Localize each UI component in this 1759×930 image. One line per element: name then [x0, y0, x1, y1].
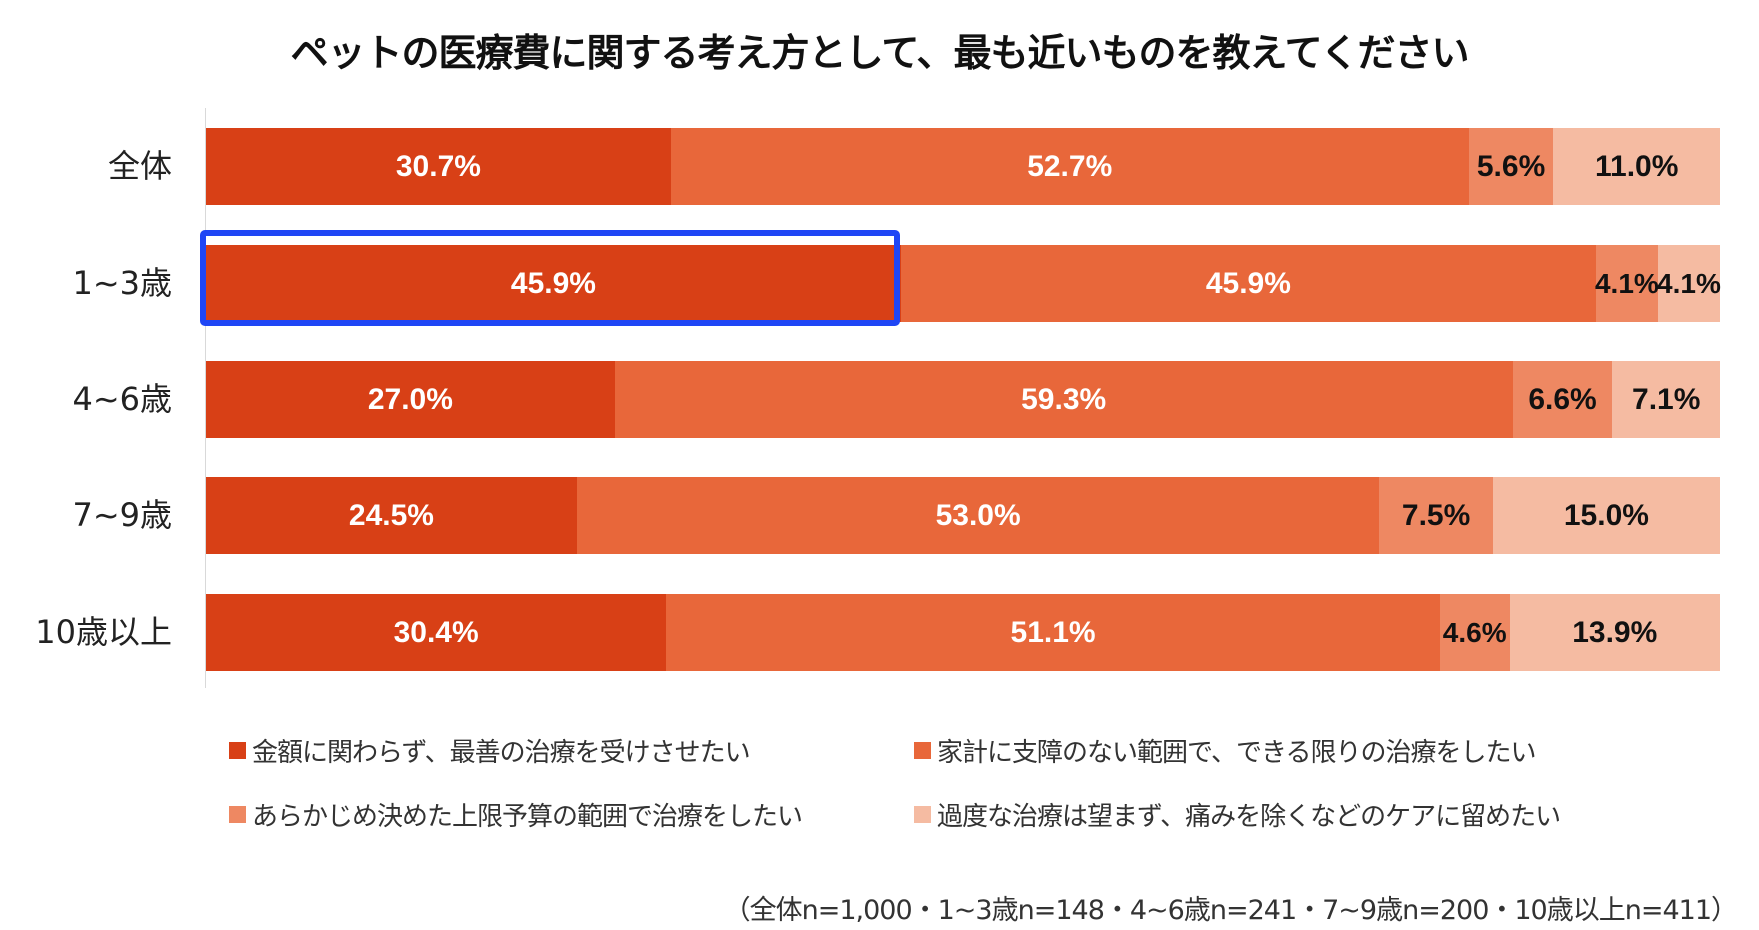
data-label: 30.7% [395, 149, 481, 183]
bar-segment: 4.1% [1594, 245, 1659, 322]
bar-segment: 53.0% [576, 477, 1380, 554]
data-label: 15.0% [1563, 498, 1649, 532]
category-label: 1~3歳 [72, 264, 172, 302]
data-label: 4.1% [1594, 267, 1659, 299]
bar-segment: 11.0% [1553, 128, 1720, 205]
highlight-box [200, 230, 900, 326]
legend-label: 過度な治療は望まず、痛みを除くなどのケアに留めたい [937, 802, 1561, 832]
bar-segment: 7.5% [1379, 477, 1493, 554]
bar-row: 30.7% 52.7% 5.6% 11.0% [206, 128, 1720, 205]
data-label: 7.1% [1632, 382, 1701, 416]
bar-segment: 51.1% [666, 594, 1440, 671]
category-label: 全体 [107, 147, 172, 185]
data-label: 5.6% [1476, 149, 1546, 183]
bar-row: 24.5% 53.0% 7.5% 15.0% [206, 477, 1720, 554]
legend-swatch [229, 806, 246, 823]
bar-row: 30.4% 51.1% 4.6% 13.9% [206, 594, 1720, 671]
data-label: 52.7% [1027, 149, 1113, 183]
category-axis-line [205, 108, 206, 688]
bar-segment: 27.0% [206, 361, 615, 438]
bar-segment: 52.7% [670, 128, 1469, 205]
bar-segment: 15.0% [1492, 477, 1720, 554]
data-label: 7.5% [1401, 498, 1471, 532]
bar-segment: 45.9% [900, 245, 1596, 322]
legend-label: あらかじめ決めた上限予算の範囲で治療をしたい [252, 802, 803, 832]
data-label: 13.9% [1572, 615, 1658, 649]
data-label: 51.1% [1010, 615, 1096, 649]
bar-row: 45.9% 45.9% 4.1% 4.1% [206, 245, 1721, 322]
bar-segment: 30.4% [206, 594, 667, 671]
bar-segment: 45.9% [206, 245, 901, 322]
bar-segment: 5.6% [1468, 128, 1554, 205]
data-label: 24.5% [348, 498, 434, 532]
legend-item: 金額に関わらず、最善の治療を受けさせたい [229, 732, 751, 769]
legend-label: 金額に関わらず、最善の治療を受けさせたい [252, 738, 751, 768]
legend-swatch [914, 742, 931, 759]
data-label: 11.0% [1595, 149, 1679, 183]
legend-item: 過度な治療は望まず、痛みを除くなどのケアに留めたい [914, 796, 1561, 833]
bar-row: 27.0% 59.3% 6.6% 7.1% [206, 361, 1720, 438]
sample-size-footnote: （全体n=1,000・1~3歳n=148・4~6歳n=241・7~9歳n=200… [723, 895, 1738, 926]
bar-segment: 24.5% [206, 477, 577, 554]
legend-label: 家計に支障のない範囲で、できる限りの治療をしたい [937, 738, 1536, 768]
data-label: 27.0% [367, 382, 453, 416]
data-label: 45.9% [510, 266, 596, 300]
bar-segment: 4.6% [1439, 594, 1510, 671]
bar-segment: 30.7% [206, 128, 671, 205]
legend-swatch [914, 806, 931, 823]
bar-segment: 7.1% [1612, 361, 1720, 438]
data-label: 4.6% [1442, 616, 1507, 648]
chart-title: ペットの医療費に関する考え方として、最も近いものを教えてください [290, 31, 1470, 75]
bar-segment: 6.6% [1512, 361, 1613, 438]
bar-segment: 4.1% [1657, 245, 1721, 322]
data-label: 30.4% [393, 615, 479, 649]
data-label: 59.3% [1021, 382, 1107, 416]
bar-segment: 59.3% [614, 361, 1513, 438]
legend-item: 家計に支障のない範囲で、できる限りの治療をしたい [914, 732, 1536, 769]
data-label: 45.9% [1205, 266, 1291, 300]
category-label: 7~9歳 [72, 496, 172, 534]
bar-segment: 13.9% [1509, 594, 1720, 671]
data-label: 4.1% [1657, 267, 1721, 299]
legend-item: あらかじめ決めた上限予算の範囲で治療をしたい [229, 796, 803, 833]
data-label: 53.0% [935, 498, 1021, 532]
category-label: 4~6歳 [72, 380, 172, 418]
legend-swatch [229, 742, 246, 759]
category-label: 10歳以上 [35, 613, 172, 651]
data-label: 6.6% [1528, 382, 1597, 416]
